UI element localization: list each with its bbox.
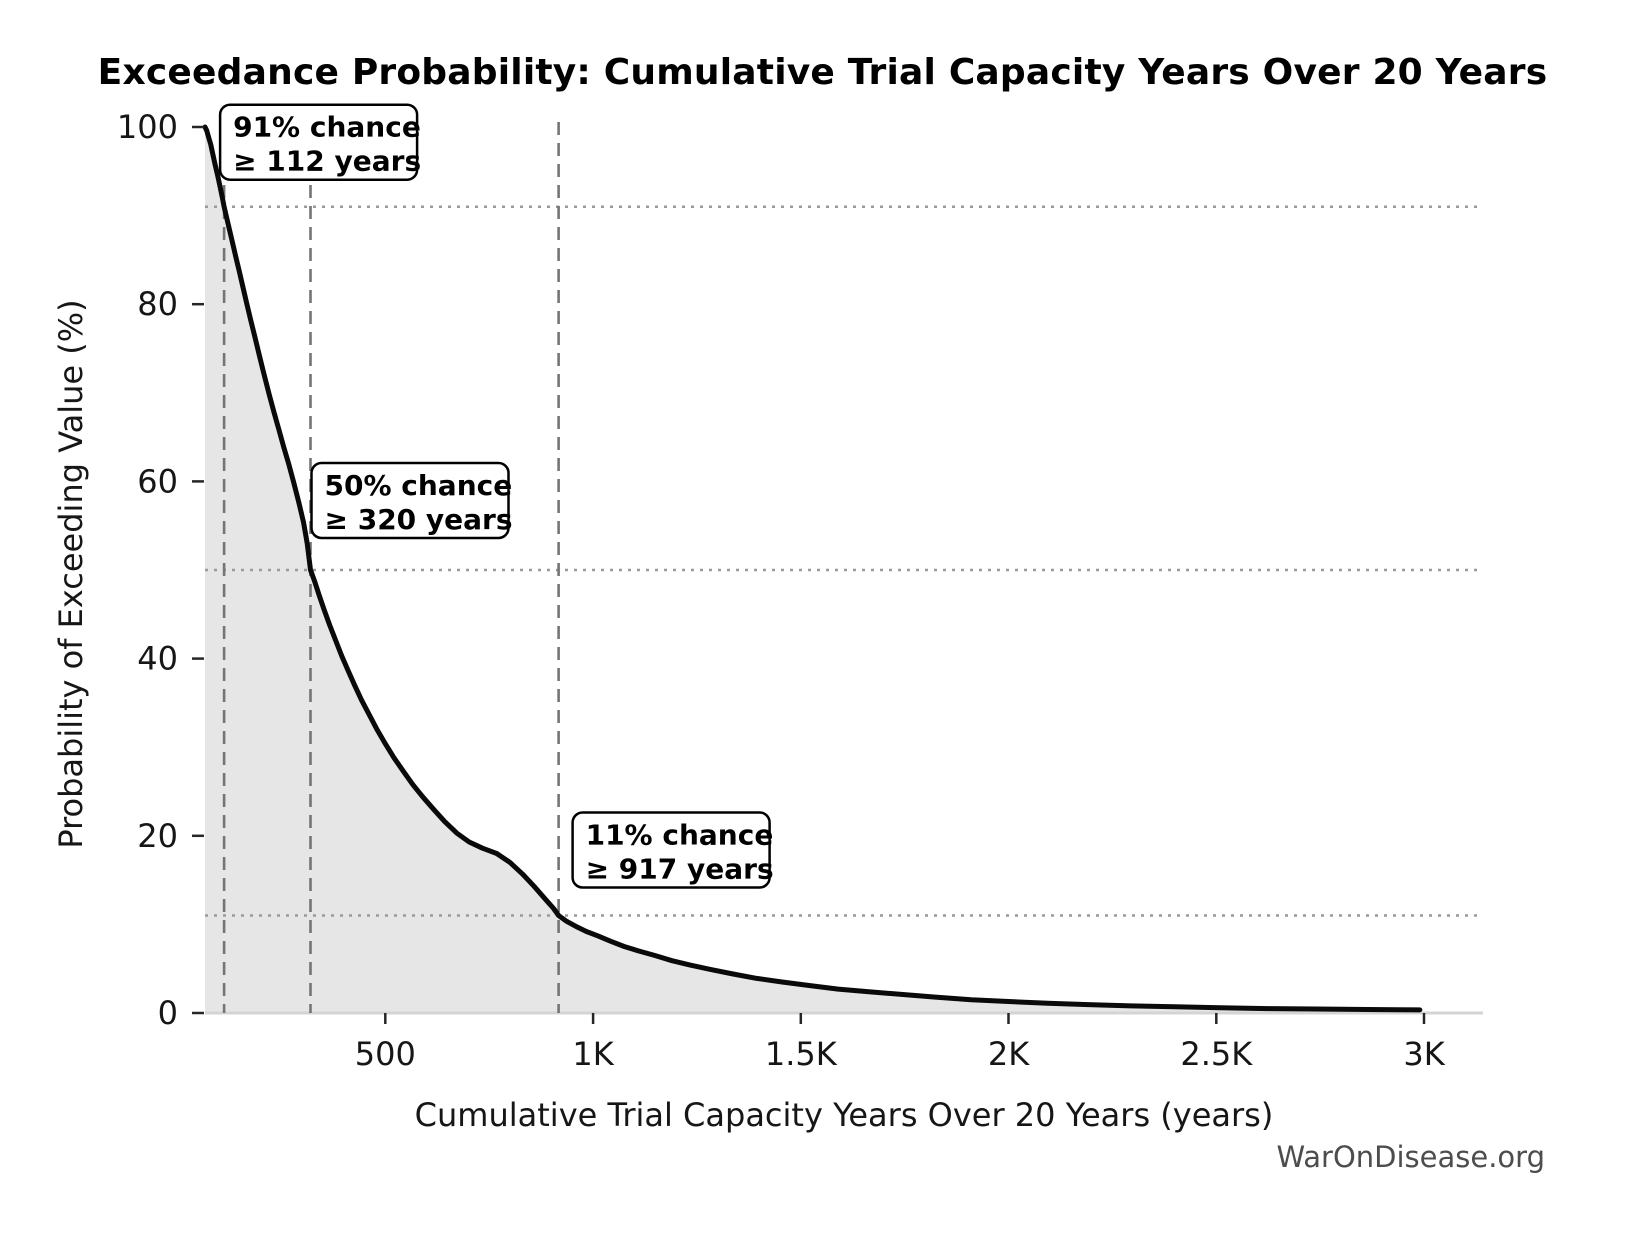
x-tick-label: 3K [1403, 1035, 1445, 1073]
annotation-years-text: ≥ 112 years [233, 145, 421, 178]
annotation-box [571, 811, 771, 889]
annotation-chance-text: 11% chance [586, 819, 774, 852]
x-tick-label: 500 [355, 1035, 416, 1073]
y-tick-label: 100 [117, 108, 178, 146]
y-tick-label: 20 [137, 817, 178, 855]
annotation-years-text: ≥ 917 years [586, 853, 774, 886]
exceedance-curve [202, 124, 1423, 1013]
y-tick-label: 80 [137, 285, 178, 323]
annotation-box [310, 461, 510, 540]
watermark: WarOnDisease.org [1276, 1140, 1545, 1174]
y-axis-label: Probability of Exceeding Value (%) [52, 299, 90, 849]
x-tick-label: 2.5K [1180, 1035, 1253, 1073]
x-tick-label: 1.5K [765, 1035, 838, 1073]
x-tick-label: 1K [572, 1035, 614, 1073]
annotation-chance-text: 91% chance [233, 111, 421, 144]
x-axis-label: Cumulative Trial Capacity Years Over 20 … [414, 1096, 1274, 1134]
y-tick-label: 60 [137, 462, 178, 500]
annotation-box [218, 103, 419, 181]
annotation-years-text: ≥ 320 years [325, 503, 513, 536]
area-fill [205, 127, 1420, 1013]
chart-title: Exceedance Probability: Cumulative Trial… [97, 52, 1548, 93]
y-tick-label: 0 [158, 994, 178, 1032]
x-tick-label: 2K [988, 1035, 1030, 1073]
annotation-chance-text: 50% chance [325, 469, 513, 502]
y-tick-label: 40 [137, 640, 178, 678]
